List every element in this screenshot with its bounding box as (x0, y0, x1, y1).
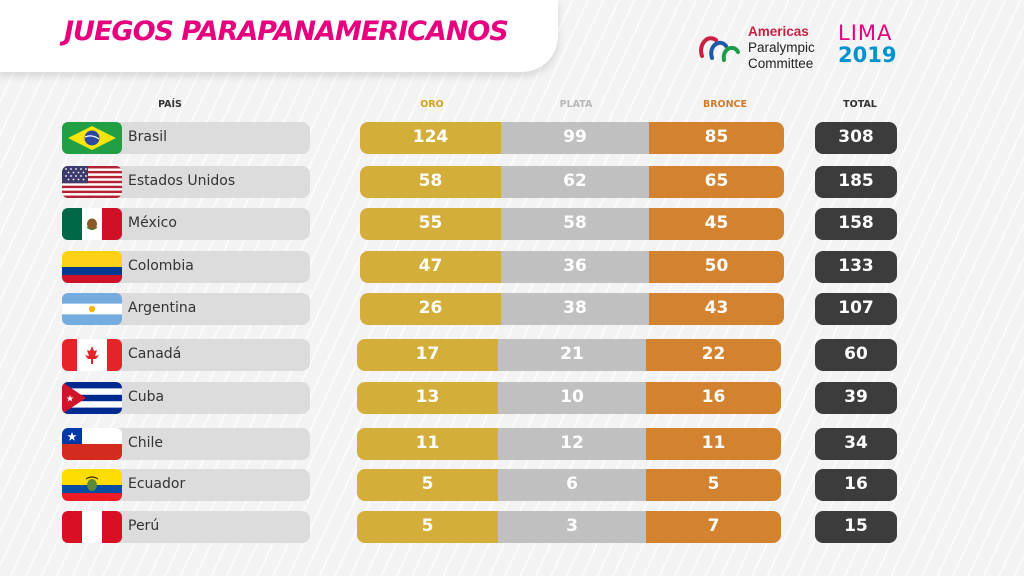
table-row: México 55 58 45 158 (0, 208, 1024, 240)
country-name: Ecuador (128, 476, 186, 492)
silver-count: 58 (501, 208, 649, 240)
mexico-flag-icon (62, 208, 122, 240)
bronze-count: 50 (649, 251, 784, 283)
country-name: Canadá (128, 346, 182, 362)
total-count: 16 (815, 469, 897, 501)
argentina-flag-icon (62, 293, 122, 325)
total-count: 107 (815, 293, 897, 325)
silver-count: 36 (501, 251, 649, 283)
country-name: Colombia (128, 258, 194, 274)
column-header-plata: PLATA (559, 99, 593, 110)
silver-count: 38 (501, 293, 649, 325)
gold-count: 55 (360, 208, 501, 240)
country-name: Cuba (128, 389, 165, 405)
country-name: Perú (128, 518, 160, 534)
cuba-flag-icon (62, 382, 122, 414)
silver-count: 3 (498, 511, 646, 543)
agitos-icon (699, 36, 740, 62)
usa-flag-icon (62, 166, 122, 198)
gold-count: 47 (360, 251, 501, 283)
medal-bar: 13 10 16 (357, 382, 781, 414)
gold-count: 11 (357, 428, 498, 460)
gold-count: 58 (360, 166, 501, 198)
column-header-bronce: BRONCE (702, 99, 748, 110)
column-header-pais: PAÍS (158, 99, 182, 110)
table-row: Canadá 17 21 22 60 (0, 339, 1024, 371)
table-row: Cuba 13 10 16 39 (0, 382, 1024, 414)
country-name: Estados Unidos (128, 173, 236, 189)
brazil-flag-icon (62, 122, 122, 154)
medal-bar: 17 21 22 (357, 339, 781, 371)
silver-count: 12 (498, 428, 646, 460)
country-name: Chile (128, 435, 164, 451)
table-row: Ecuador 5 6 5 16 (0, 469, 1024, 501)
column-header-total: TOTAL (843, 99, 877, 110)
country-name: Brasil (128, 129, 168, 145)
total-count: 308 (815, 122, 897, 154)
medal-bar: 11 12 11 (357, 428, 781, 460)
bronze-count: 22 (646, 339, 781, 371)
bronze-count: 7 (646, 511, 781, 543)
total-count: 15 (815, 511, 897, 543)
chile-flag-icon (62, 428, 122, 460)
lima-logo-year: 2019 (838, 43, 897, 67)
colombia-flag-icon (62, 251, 122, 283)
medal-bar: 124 99 85 (360, 122, 784, 154)
peru-flag-icon (62, 511, 122, 543)
country-name: Argentina (128, 300, 197, 316)
table-row: Chile 11 12 11 34 (0, 428, 1024, 460)
lima-2019-logo: LIMA 2019 (838, 22, 908, 72)
table-row: Argentina 26 38 43 107 (0, 293, 1024, 325)
table-row: Brasil 124 99 85 308 (0, 122, 1024, 154)
bronze-count: 16 (646, 382, 781, 414)
medal-bar: 5 3 7 (357, 511, 781, 543)
medal-bar: 58 62 65 (360, 166, 784, 198)
lima-logo-word: LIMA (838, 21, 893, 45)
bronze-count: 85 (649, 122, 784, 154)
table-row: Perú 5 3 7 15 (0, 511, 1024, 543)
medal-bar: 47 36 50 (360, 251, 784, 283)
page-title: JUEGOS PARAPANAMERICANOS (64, 16, 509, 47)
total-count: 60 (815, 339, 897, 371)
column-header-oro: ORO (420, 99, 444, 110)
silver-count: 21 (498, 339, 646, 371)
title-banner: JUEGOS PARAPANAMERICANOS (0, 0, 558, 72)
apc-logo-text: Americas Paralympic Committee (748, 24, 815, 71)
silver-count: 62 (501, 166, 649, 198)
canada-flag-icon (62, 339, 122, 371)
gold-count: 124 (360, 122, 501, 154)
bronze-count: 43 (649, 293, 784, 325)
total-count: 39 (815, 382, 897, 414)
medal-bar: 55 58 45 (360, 208, 784, 240)
total-count: 133 (815, 251, 897, 283)
medal-bar: 26 38 43 (360, 293, 784, 325)
silver-count: 10 (498, 382, 646, 414)
silver-count: 99 (501, 122, 649, 154)
bronze-count: 11 (646, 428, 781, 460)
americas-paralympic-committee-logo: Americas Paralympic Committee (694, 22, 829, 72)
table-row: Estados Unidos 58 62 65 185 (0, 166, 1024, 198)
total-count: 185 (815, 166, 897, 198)
country-name: México (128, 215, 177, 231)
gold-count: 5 (357, 469, 498, 501)
table-row: Colombia 47 36 50 133 (0, 251, 1024, 283)
bronze-count: 45 (649, 208, 784, 240)
gold-count: 26 (360, 293, 501, 325)
ecuador-flag-icon (62, 469, 122, 501)
gold-count: 17 (357, 339, 498, 371)
gold-count: 5 (357, 511, 498, 543)
bronze-count: 65 (649, 166, 784, 198)
silver-count: 6 (498, 469, 646, 501)
bronze-count: 5 (646, 469, 781, 501)
gold-count: 13 (357, 382, 498, 414)
total-count: 158 (815, 208, 897, 240)
total-count: 34 (815, 428, 897, 460)
medal-bar: 5 6 5 (357, 469, 781, 501)
